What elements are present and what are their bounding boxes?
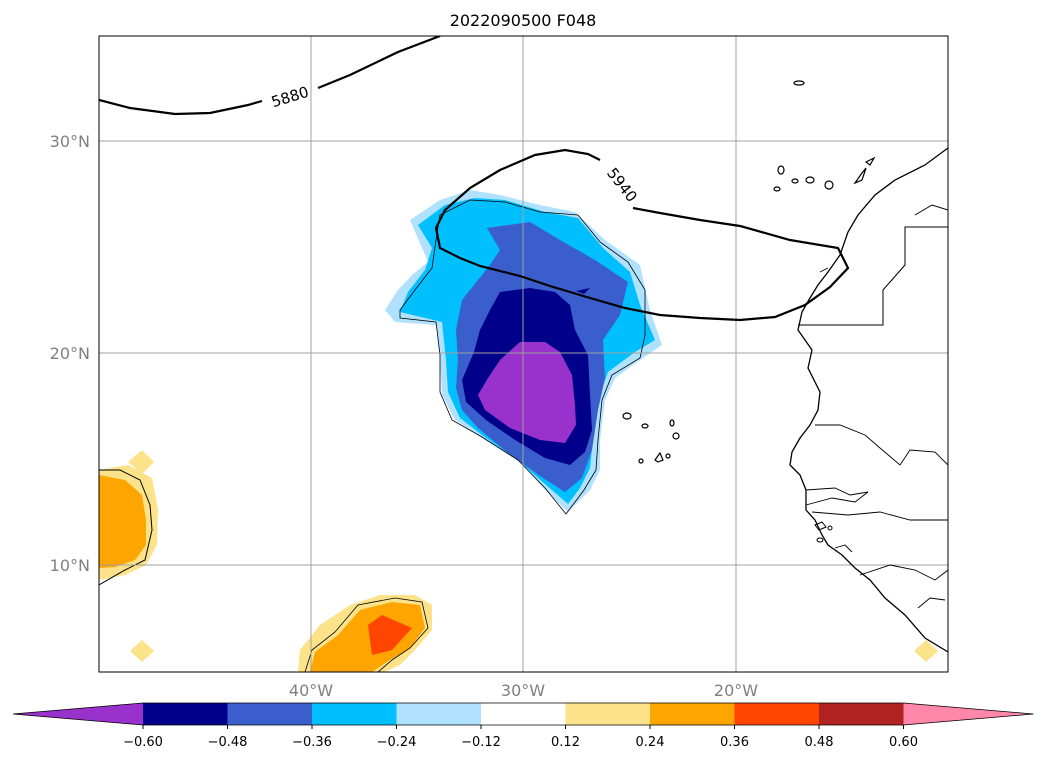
coastline-morocco — [914, 204, 948, 216]
colorbar-tick-label: −0.48 — [208, 735, 248, 750]
chart-title: 2022090500 F048 — [450, 11, 597, 30]
lon-label-20w: 20°W — [714, 681, 758, 700]
border-mali — [815, 424, 948, 466]
colorbar-extend-low — [13, 703, 143, 725]
colorbar-tick-label: 0.24 — [636, 735, 665, 750]
contour-fill-pos-048-south — [368, 615, 412, 655]
lat-label-20n: 20°N — [50, 344, 90, 363]
contour-fill-pos-small-west-bottom — [130, 640, 154, 662]
lon-label-30w: 30°W — [501, 681, 545, 700]
colorbar-tick-label: 0.12 — [551, 735, 580, 750]
bissagos-islands — [814, 521, 833, 543]
colorbar-bin-4 — [396, 703, 482, 725]
contour-line-south — [304, 597, 429, 672]
colorbar: −0.60 −0.48 −0.36 −0.24 −0.12 0.12 0.24 0.36 0.4… — [12, 702, 1034, 750]
colorbar-bin-9 — [819, 703, 904, 725]
colorbar-tick-label: 0.60 — [889, 735, 918, 750]
lat-label-30n: 30°N — [50, 132, 90, 151]
madeira — [793, 80, 805, 86]
colorbar-bin-7 — [650, 703, 735, 725]
contour-line-5940 — [434, 148, 850, 322]
border-sierra-leone — [859, 564, 948, 581]
cape-verde-islands — [622, 412, 680, 464]
colorbar-tick-label: −0.12 — [461, 735, 501, 750]
contour-line-west — [99, 469, 153, 586]
colorbar-bin-2 — [227, 703, 313, 725]
contour-fill-pos-small-east — [914, 640, 938, 662]
map-frame — [98, 35, 949, 673]
colorbar-bin-5 — [481, 703, 566, 725]
border-guinea — [811, 511, 948, 521]
lon-label-40w: 40°W — [289, 681, 333, 700]
colorbar-bin-1 — [143, 703, 228, 725]
colorbar-bin-8 — [734, 703, 820, 725]
coastline-western-sahara-border — [798, 226, 948, 326]
contour-line-5880 — [99, 36, 441, 116]
colorbar-extend-high — [903, 703, 1034, 725]
colorbar-tick-label: 0.48 — [805, 735, 834, 750]
colorbar-bin-3 — [312, 703, 397, 725]
contour-fill-pos-small-west-top — [128, 450, 154, 474]
colorbar-bin-6 — [565, 703, 651, 725]
canary-islands — [773, 156, 876, 192]
contour-fill-pos-036-west — [99, 475, 146, 568]
colorbar-tick-label: 0.36 — [720, 735, 749, 750]
gridlines — [99, 36, 948, 672]
colorbar-tick-label: −0.36 — [292, 735, 332, 750]
contour-fill-pos-036-south — [310, 602, 425, 672]
lat-label-10n: 10°N — [50, 556, 90, 575]
contour-fill-neg-small — [576, 288, 590, 294]
coastline-africa — [789, 147, 948, 653]
colorbar-tick-label: −0.24 — [377, 735, 417, 750]
contour-fill-neg-060 — [478, 342, 576, 443]
border-senegal — [805, 487, 869, 506]
contour-line-blob — [399, 199, 646, 515]
colorbar-tick-label: −0.60 — [123, 735, 163, 750]
coast-details — [819, 267, 946, 609]
